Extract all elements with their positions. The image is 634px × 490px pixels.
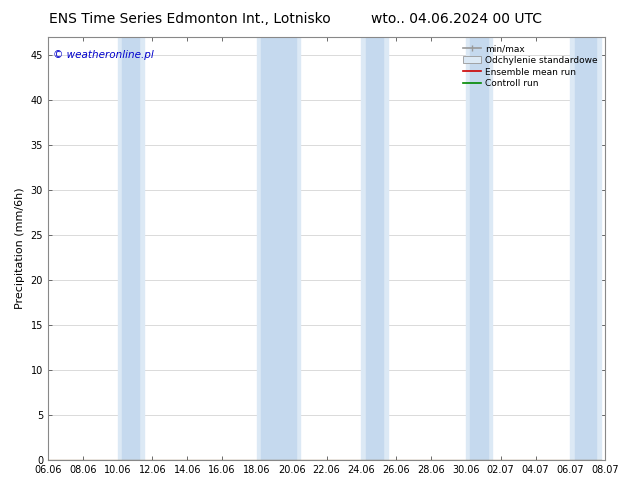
Legend: min/max, Odchylenie standardowe, Ensemble mean run, Controll run: min/max, Odchylenie standardowe, Ensembl… — [460, 42, 600, 91]
Y-axis label: Precipitation (mm/6h): Precipitation (mm/6h) — [15, 188, 25, 309]
Bar — [257, 37, 301, 460]
Bar — [366, 37, 383, 460]
Bar — [470, 37, 488, 460]
Bar — [117, 37, 144, 460]
Bar — [122, 37, 139, 460]
Text: wto.. 04.06.2024 00 UTC: wto.. 04.06.2024 00 UTC — [371, 12, 542, 26]
Bar — [261, 37, 296, 460]
Text: © weatheronline.pl: © weatheronline.pl — [53, 50, 154, 60]
Bar — [361, 37, 387, 460]
Text: ENS Time Series Edmonton Int., Lotnisko: ENS Time Series Edmonton Int., Lotnisko — [49, 12, 331, 26]
Bar — [466, 37, 492, 460]
Bar — [571, 37, 601, 460]
Bar — [574, 37, 597, 460]
